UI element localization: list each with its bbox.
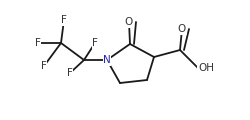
Text: F: F (92, 38, 98, 48)
Text: O: O (177, 24, 186, 34)
Text: F: F (41, 61, 47, 71)
Text: F: F (35, 38, 41, 48)
Text: O: O (124, 17, 132, 27)
Text: OH: OH (197, 63, 213, 73)
Text: N: N (103, 55, 110, 65)
Text: F: F (61, 15, 67, 25)
Text: F: F (67, 68, 73, 78)
